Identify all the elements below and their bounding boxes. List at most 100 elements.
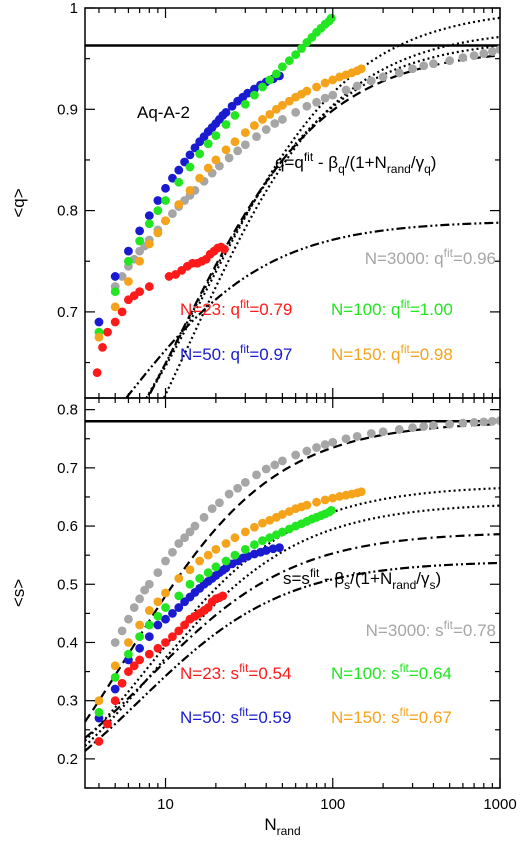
y-tick-label: 0.7 [57, 460, 78, 477]
point-n100 [153, 206, 163, 216]
point-n50 [168, 173, 177, 183]
plot-area [85, 13, 500, 398]
point-n23 [98, 342, 107, 352]
point-n23 [110, 317, 120, 327]
point-n3000 [110, 638, 120, 647]
point-n150 [356, 64, 366, 74]
y-axis-title: <q> [9, 188, 28, 217]
point-n3000 [261, 464, 271, 474]
fit-curve-n23 [85, 561, 500, 752]
axes-frame [84, 7, 501, 399]
point-n150 [203, 163, 213, 173]
point-n150 [153, 597, 163, 607]
point-n3000 [153, 568, 163, 578]
point-n3000 [394, 425, 404, 434]
y-tick-label: 0.9 [57, 101, 78, 118]
point-n150 [258, 115, 267, 124]
point-n3000 [117, 626, 127, 636]
point-n50 [144, 632, 154, 642]
point-n150 [203, 550, 213, 560]
point-n100 [174, 591, 184, 601]
point-n3000 [224, 153, 234, 163]
point-n150 [240, 128, 250, 138]
y-tick-label: 0.5 [57, 576, 78, 593]
legend-entry: N=50: sfit=0.59 [180, 705, 291, 727]
point-n3000 [278, 456, 287, 466]
point-n3000 [261, 125, 271, 134]
x-tick-label: 100 [320, 796, 345, 813]
point-n150 [328, 75, 338, 85]
point-n100 [110, 673, 120, 682]
point-n150 [211, 544, 221, 554]
point-n3000 [341, 85, 351, 95]
point-n150 [240, 527, 250, 537]
fit-curve-n3000 [146, 54, 500, 398]
point-n23 [174, 626, 184, 636]
point-n3000 [240, 140, 250, 150]
y-tick-label: 0.7 [57, 304, 78, 321]
point-n150 [284, 96, 294, 106]
point-n150 [302, 86, 312, 96]
point-n3000 [366, 76, 376, 86]
legend-entry: N=23: qfit=0.79 [180, 297, 292, 319]
point-n150 [185, 565, 195, 575]
point-n50 [243, 88, 253, 98]
point-n150 [320, 78, 330, 88]
point-n100 [265, 533, 275, 543]
point-n3000 [419, 61, 429, 71]
point-n3000 [161, 556, 170, 566]
legend-entry: N=100: qfit=1.00 [331, 297, 453, 319]
point-n100 [265, 75, 275, 85]
point-n50 [110, 684, 120, 694]
point-n3000 [320, 440, 330, 449]
point-n150 [124, 277, 133, 286]
point-n3000 [117, 272, 127, 281]
point-n50 [221, 107, 231, 117]
point-n3000 [215, 498, 224, 508]
point-n3000 [328, 90, 338, 100]
point-n3000 [458, 53, 468, 63]
point-n3000 [252, 132, 261, 142]
point-n3000 [207, 504, 217, 513]
point-n100 [297, 44, 306, 53]
point-n100 [135, 236, 145, 246]
point-n100 [240, 544, 250, 554]
point-n23 [117, 678, 127, 688]
point-n150 [161, 588, 170, 598]
point-n3000 [378, 427, 388, 437]
legend-entry: N=3000: qfit=0.96 [365, 246, 496, 268]
point-n150 [94, 696, 104, 706]
point-n3000 [174, 539, 184, 548]
point-n150 [195, 556, 205, 566]
point-n3000 [429, 420, 438, 430]
x-tick-label: 1000 [483, 796, 516, 813]
point-n150 [312, 82, 321, 92]
point-n150 [250, 121, 259, 130]
point-n23 [161, 638, 170, 647]
point-n23 [94, 737, 104, 746]
point-n150 [278, 100, 287, 110]
point-n3000 [378, 72, 388, 82]
point-n3000 [185, 527, 195, 537]
point-n3000 [312, 443, 321, 452]
point-n150 [221, 145, 231, 155]
point-n50 [153, 196, 163, 205]
y-tick-label: 0.8 [57, 402, 78, 419]
point-n3000 [302, 446, 312, 456]
legend-entry: N=50: qfit=0.97 [180, 342, 292, 364]
point-n3000 [469, 51, 479, 61]
point-n100 [250, 540, 259, 550]
point-n100 [250, 90, 259, 100]
point-n50 [94, 317, 104, 327]
point-n150 [161, 216, 170, 226]
legend-entry: N=3000: sfit=0.78 [366, 618, 496, 640]
fit-curve-n23 [124, 221, 500, 398]
point-n3000 [240, 478, 250, 487]
point-n3000 [352, 81, 362, 91]
point-n50 [135, 643, 145, 653]
point-n23 [144, 649, 154, 659]
point-n3000 [408, 64, 417, 74]
point-n50 [174, 165, 184, 175]
fit-formula: s=sfit - βs/(1+Nrand/γs) [283, 566, 441, 592]
